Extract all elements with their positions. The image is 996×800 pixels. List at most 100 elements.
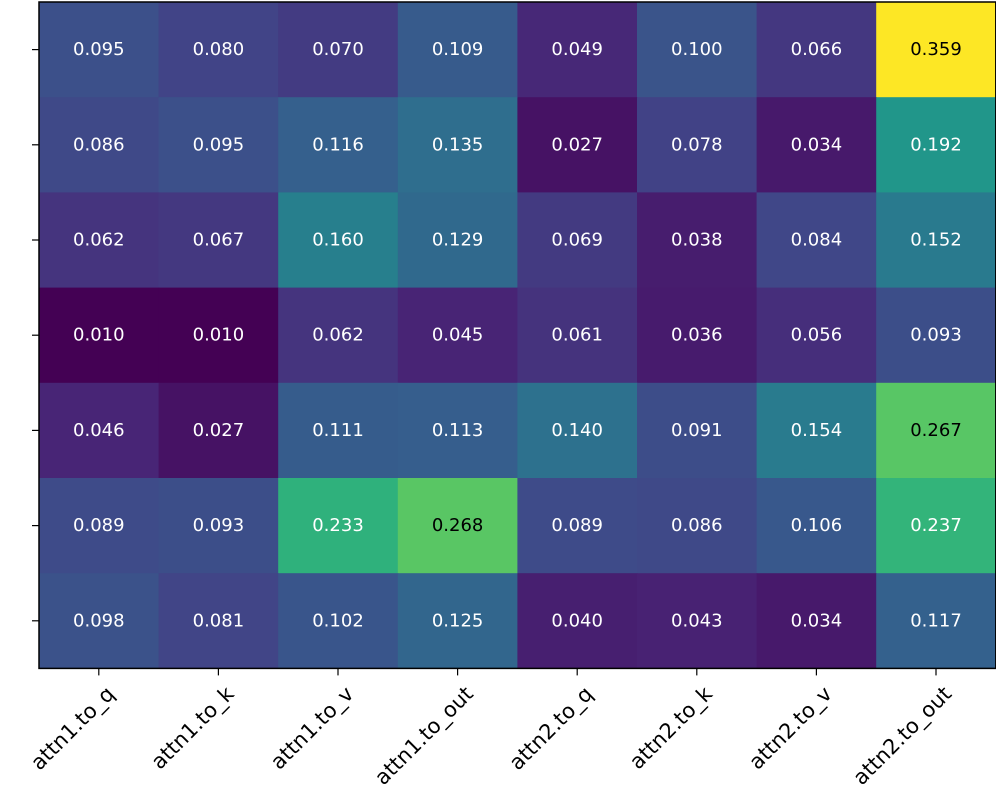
- heatmap-cell: [278, 382, 399, 479]
- cell-value-label: 0.233: [312, 515, 364, 536]
- x-axis-tick-labels: attn1.to_q attn1.to_k attn1.to_v attn1.to_o…: [26, 681, 957, 790]
- heatmap-cell: [756, 97, 877, 193]
- heatmap-cell: [397, 2, 518, 98]
- cell-value-label: 0.135: [432, 134, 484, 155]
- cell-value-label: 0.045: [432, 325, 484, 346]
- cell-value-label: 0.040: [551, 610, 603, 631]
- cell-value-label: 0.129: [432, 230, 484, 251]
- cell-value-label: 0.116: [312, 134, 364, 155]
- cell-value-label: 0.089: [73, 515, 125, 536]
- cell-value-label: 0.027: [551, 134, 603, 155]
- cell-value-label: 0.102: [312, 610, 364, 631]
- heatmap-cell: [517, 287, 638, 384]
- heatmap-cell: [39, 573, 160, 669]
- heatmap-cell: [756, 382, 877, 479]
- cell-value-label: 0.036: [671, 325, 723, 346]
- cell-value-label: 0.034: [791, 610, 843, 631]
- heatmap-cell: [756, 573, 877, 669]
- cell-value-label: 0.038: [671, 230, 723, 251]
- heatmap-cell: [158, 287, 279, 384]
- cell-value-label: 0.095: [73, 39, 125, 60]
- cell-value-label: 0.061: [551, 325, 603, 346]
- heatmap-cell: [397, 382, 518, 479]
- cell-value-label: 0.267: [910, 420, 962, 441]
- cell-value-label: 0.192: [910, 134, 962, 155]
- cell-value-label: 0.010: [73, 325, 125, 346]
- heatmap-cell: [756, 192, 877, 289]
- cell-value-label: 0.078: [671, 134, 723, 155]
- heatmap-cell: [397, 287, 518, 384]
- cell-value-label: 0.070: [312, 39, 364, 60]
- heatmap-cell: [278, 2, 399, 98]
- x-tick-label: attn1.to_k: [146, 681, 240, 775]
- cell-value-label: 0.093: [910, 325, 962, 346]
- heatmap-cell: [39, 478, 160, 574]
- heatmap-cell: [39, 192, 160, 289]
- heatmap-cell: [876, 382, 996, 479]
- heatmap-cell: [158, 382, 279, 479]
- heatmap-cell: [637, 573, 758, 669]
- cell-value-label: 0.160: [312, 230, 364, 251]
- cell-value-label: 0.081: [193, 610, 245, 631]
- x-tick-label: attn2.to_v: [744, 682, 837, 775]
- x-tick-label: attn2.to_out: [848, 682, 957, 791]
- cell-value-label: 0.089: [551, 515, 603, 536]
- cell-value-label: 0.152: [910, 230, 962, 251]
- heatmap-cell: [278, 97, 399, 193]
- cell-value-label: 0.100: [671, 39, 723, 60]
- heatmap-cell: [637, 478, 758, 574]
- heatmap-cell: [158, 192, 279, 289]
- x-tick-label: attn1.to_v: [266, 682, 359, 775]
- heatmap-cell: [756, 478, 877, 574]
- heatmap-cell: [876, 287, 996, 384]
- cell-value-label: 0.080: [193, 39, 245, 60]
- cell-value-label: 0.066: [791, 39, 843, 60]
- cell-value-label: 0.098: [73, 610, 125, 631]
- x-tick-label: attn1.to_out: [370, 682, 479, 791]
- heatmap-cell: [637, 192, 758, 289]
- heatmap-cell: [876, 573, 996, 669]
- cell-value-label: 0.140: [551, 420, 603, 441]
- x-tick-label: attn2.to_q: [504, 682, 598, 776]
- cell-value-label: 0.062: [73, 230, 125, 251]
- cell-value-label: 0.095: [193, 134, 245, 155]
- cell-value-label: 0.125: [432, 610, 484, 631]
- heatmap-cell: [397, 192, 518, 289]
- cell-value-label: 0.067: [193, 230, 245, 251]
- heatmap-cell: [756, 2, 877, 98]
- x-axis-ticks: [98, 668, 937, 676]
- heatmap-cell: [278, 478, 399, 574]
- cell-value-label: 0.154: [791, 420, 843, 441]
- heatmap-cell: [39, 97, 160, 193]
- heatmap-cell-labels: 0.095 0.080 0.070 0.109 0.049 0.100 0.066 0.359…: [73, 39, 962, 631]
- heatmap-cell: [158, 2, 279, 98]
- cell-value-label: 0.027: [193, 420, 245, 441]
- cell-value-label: 0.359: [910, 39, 962, 60]
- cell-value-label: 0.093: [193, 515, 245, 536]
- heatmap-cells: [39, 2, 996, 669]
- heatmap-cell: [278, 287, 399, 384]
- heatmap-cell: [876, 2, 996, 98]
- cell-value-label: 0.086: [671, 515, 723, 536]
- cell-value-label: 0.049: [551, 39, 603, 60]
- x-tick-label: attn1.to_q: [26, 682, 120, 776]
- heatmap-cell: [517, 192, 638, 289]
- x-tick-label: attn2.to_k: [625, 681, 719, 775]
- heatmap-cell: [637, 2, 758, 98]
- cell-value-label: 0.106: [791, 515, 843, 536]
- heatmap-cell: [278, 573, 399, 669]
- heatmap-cell: [397, 97, 518, 193]
- heatmap-cell: [756, 287, 877, 384]
- cell-value-label: 0.034: [791, 134, 843, 155]
- heatmap-cell: [876, 192, 996, 289]
- heatmap-cell: [397, 573, 518, 669]
- heatmap-cell: [517, 97, 638, 193]
- heatmap-cell: [637, 97, 758, 193]
- y-axis-ticks: [32, 48, 39, 622]
- cell-value-label: 0.113: [432, 420, 484, 441]
- heatmap-cell: [876, 97, 996, 193]
- cell-value-label: 0.056: [791, 325, 843, 346]
- cell-value-label: 0.237: [910, 515, 962, 536]
- heatmap-cell: [278, 192, 399, 289]
